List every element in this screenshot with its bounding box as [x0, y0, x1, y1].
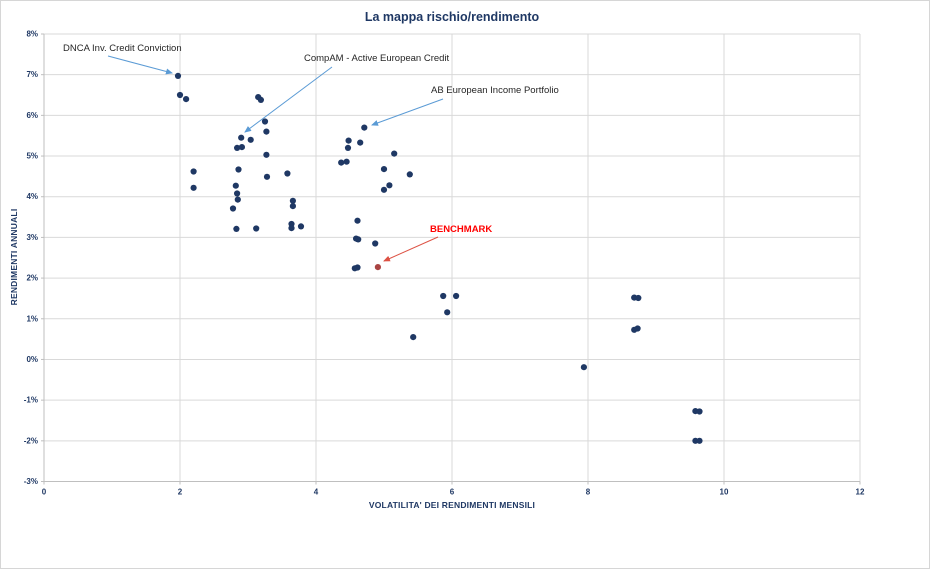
chart-title: La mappa rischio/rendimento [364, 10, 540, 24]
data-point [361, 124, 368, 131]
data-point [174, 72, 182, 79]
data-point [233, 225, 240, 232]
y-tick-label: 7% [26, 70, 38, 79]
x-tick-label: 4 [314, 488, 319, 497]
data-point [238, 134, 245, 141]
data-points [174, 72, 703, 444]
data-point [234, 196, 241, 203]
annotation-arrows [107, 55, 444, 262]
data-point [263, 128, 270, 135]
data-point [190, 184, 197, 191]
data-point [176, 91, 184, 99]
data-point [355, 236, 362, 243]
data-point [338, 159, 345, 166]
gridlines [44, 33, 861, 482]
data-point [344, 144, 352, 151]
data-point [247, 136, 254, 143]
x-tick-label: 10 [720, 488, 729, 497]
data-point [234, 190, 241, 197]
data-point [696, 408, 703, 415]
data-point [183, 96, 190, 103]
annotation-label: CompAM - Active European Credit [304, 53, 450, 64]
x-tick-label: 2 [178, 488, 183, 497]
x-tick-label: 12 [856, 488, 865, 497]
data-point [635, 294, 642, 302]
data-point [357, 139, 364, 146]
data-point [453, 292, 460, 300]
data-point [289, 197, 296, 204]
data-point [253, 225, 260, 232]
data-point [380, 166, 388, 173]
data-point [288, 225, 295, 232]
y-tick-label: -3% [24, 477, 38, 486]
y-tick-label: 3% [26, 233, 38, 242]
data-point [229, 205, 237, 212]
x-tick-label: 0 [42, 488, 47, 497]
data-point [380, 186, 388, 193]
data-point [345, 137, 352, 144]
data-point [284, 170, 291, 177]
data-point [261, 118, 269, 125]
x-axis-title: VOLATILITA' DEI RENDIMENTI MENSILI [368, 500, 536, 510]
y-tick-label: 6% [26, 111, 38, 120]
annotation-label: DNCA Inv. Credit Conviction [63, 43, 182, 54]
data-point [391, 150, 398, 157]
data-point [263, 151, 270, 158]
data-point [580, 364, 588, 371]
data-point [343, 158, 350, 165]
axes: 8% 7% 6% 5% 4% 3% 2% 1% 0% -1% -2% -3% 0 2 4 6 8 10 12 [24, 30, 865, 497]
data-point [696, 437, 703, 444]
data-point [232, 182, 239, 189]
y-tick-label: 4% [26, 192, 38, 201]
annotation-arrow [107, 55, 173, 75]
data-point [297, 223, 305, 230]
data-point [263, 173, 271, 180]
data-point [289, 203, 296, 210]
x-tick-label: 6 [450, 488, 455, 497]
annotation-labels: DNCA Inv. Credit Conviction CompAM - Acti… [63, 43, 559, 235]
data-point [354, 264, 361, 271]
data-point [257, 96, 264, 103]
annotation-arrow [244, 66, 333, 133]
y-tick-label: 1% [26, 314, 38, 323]
data-point [238, 144, 245, 151]
y-tick-label: -2% [24, 436, 38, 445]
x-tick-label: 8 [586, 488, 591, 497]
y-tick-label: 2% [26, 274, 38, 283]
data-point [410, 334, 417, 341]
annotation-arrow [383, 236, 439, 262]
data-point [440, 292, 447, 300]
data-point [444, 309, 451, 316]
y-tick-label: 8% [26, 30, 38, 39]
benchmark-point [374, 264, 381, 271]
data-point [190, 168, 197, 175]
data-point [372, 240, 379, 247]
data-point [235, 166, 242, 173]
annotation-label: AB European Income Portfolio [431, 85, 559, 96]
data-point [406, 171, 413, 178]
data-point [634, 325, 641, 332]
y-tick-label: -1% [24, 396, 38, 405]
y-tick-label: 0% [26, 355, 38, 364]
data-point [234, 144, 241, 151]
y-tick-label: 5% [26, 152, 38, 161]
data-point [354, 217, 361, 224]
annotation-arrow [371, 98, 444, 126]
annotation-label: BENCHMARK [430, 224, 492, 235]
data-point [386, 182, 393, 189]
